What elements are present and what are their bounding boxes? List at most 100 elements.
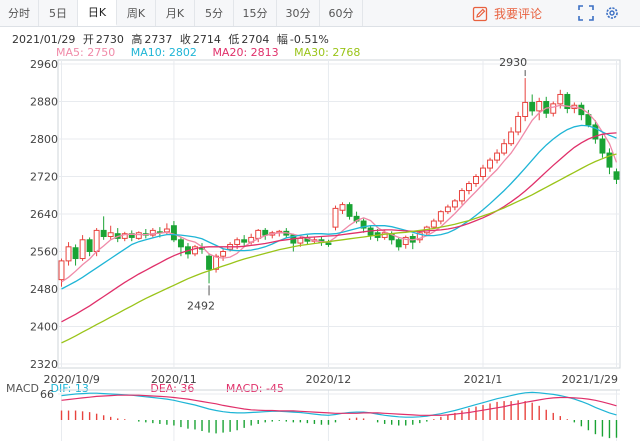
gear-icon[interactable] [604, 5, 620, 21]
y-tick-label: 2640 [30, 208, 58, 221]
candle-body [451, 200, 458, 208]
candle-body [346, 204, 353, 217]
expand-icon[interactable] [578, 5, 594, 21]
y-tick-label: 2720 [30, 171, 58, 184]
candle-body [508, 131, 515, 145]
tab-8[interactable]: 60分 [320, 0, 363, 26]
dea-legend: DEA: 36 [150, 382, 195, 395]
y-tick-label: 2400 [30, 321, 58, 334]
candle-body [79, 239, 86, 260]
candle-body [241, 239, 248, 243]
candle-body [550, 103, 557, 114]
macd-value-legend: MACD: -45 [225, 382, 284, 395]
info-close: 2714 [192, 33, 221, 46]
candle-body [192, 246, 198, 255]
x-tick-label: 2020/10/9 [44, 373, 100, 386]
info-low-label: 低 [228, 33, 240, 46]
candle-body [444, 206, 451, 213]
candle-body [529, 101, 536, 112]
candle-body [557, 93, 564, 105]
y-tick-label: 2880 [30, 96, 58, 109]
price-annotation: 2492 [187, 299, 215, 312]
x-tick-label: 2020/12 [306, 373, 352, 386]
candle-body [494, 152, 501, 161]
candle-body [437, 211, 444, 222]
candle-body [220, 251, 227, 257]
info-open-label: 开 [82, 33, 94, 46]
period-tabs: 分时 5日 日K 周K 月K 5分 15分 30分 60分 [0, 0, 640, 27]
info-close-label: 收 [179, 33, 191, 46]
candle-body [613, 171, 620, 180]
macd-y-tick-label: 66 [40, 388, 54, 401]
info-high: 2737 [144, 33, 173, 46]
candle-body [100, 229, 107, 237]
candle-body [585, 114, 592, 126]
candle-body [325, 242, 332, 245]
candle-body [163, 228, 170, 233]
candle-body [487, 159, 493, 169]
candle-body [72, 247, 79, 260]
tab-6[interactable]: 15分 [234, 0, 277, 26]
tab-3[interactable]: 周K [117, 0, 156, 26]
candle-body [522, 101, 529, 117]
comment-button[interactable]: 我要评论 [472, 4, 542, 23]
candle-body [416, 232, 423, 241]
candle-body [339, 204, 346, 211]
candle-body [177, 239, 184, 248]
info-date: 2021/01/29 [12, 33, 76, 46]
candle-body [536, 101, 543, 112]
candle-body [58, 260, 65, 281]
x-tick-label: 2021/1/29 [562, 373, 618, 386]
candle-body [592, 124, 599, 140]
y-tick-label: 2320 [30, 358, 58, 371]
ma20-line [61, 132, 617, 323]
x-tick-label: 2021/1 [464, 373, 503, 386]
candle-body [234, 239, 241, 245]
candle-body [599, 138, 606, 154]
candle-body [458, 190, 465, 202]
ma30-line [61, 153, 617, 344]
info-high-label: 高 [131, 33, 143, 46]
ma5-legend: MA5: 2750 [56, 46, 116, 59]
candle-body [515, 116, 522, 133]
candle-body [206, 255, 212, 270]
tab-5[interactable]: 5分 [195, 0, 234, 26]
x-tick-label: 2020/11 [151, 373, 197, 386]
candle-body [170, 225, 177, 241]
candle-body [332, 207, 339, 228]
info-change: -0.51% [289, 33, 329, 46]
candle-body [121, 233, 128, 239]
candle-body [86, 239, 93, 252]
tab-7[interactable]: 30分 [277, 0, 320, 26]
ma5-line [61, 104, 618, 283]
y-tick-label: 2800 [30, 133, 58, 146]
tab-2[interactable]: 日K [78, 0, 117, 26]
tab-4[interactable]: 月K [156, 0, 195, 26]
ohlc-info: 2021/01/29 开 2730 高 2737 收 2714 低 2704 幅 -0.5… [12, 31, 333, 47]
info-low: 2704 [241, 33, 270, 46]
tab-1[interactable]: 5日 [39, 0, 78, 26]
candle-body [255, 229, 262, 239]
candle-body [65, 246, 72, 262]
candle-body [564, 93, 571, 110]
info-open: 2730 [95, 33, 124, 46]
candle-body [213, 255, 220, 270]
candle-body [262, 229, 269, 236]
candle-body [606, 152, 613, 168]
macd-legend: MACD DIF: 13 DEA: 36 MACD: -45 [6, 382, 292, 395]
comment-button-label: 我要评论 [494, 7, 543, 21]
ma30-legend: MA30: 2768 [294, 46, 361, 59]
candle-body [430, 220, 437, 228]
candle-body [501, 143, 508, 154]
ma-legend: MA5: 2750 MA10: 2802 MA20: 2813 MA30: 27… [56, 46, 372, 59]
macd-title: MACD [6, 382, 39, 395]
dif-legend: DIF: 13 [50, 382, 89, 395]
y-tick-label: 2480 [30, 283, 58, 296]
candle-body [135, 232, 142, 239]
info-change-label: 幅 [276, 33, 288, 46]
price-annotation: 2930 [499, 56, 527, 69]
candle-body [466, 183, 472, 192]
candle-body [480, 167, 486, 177]
tab-0[interactable]: 分时 [0, 0, 39, 26]
